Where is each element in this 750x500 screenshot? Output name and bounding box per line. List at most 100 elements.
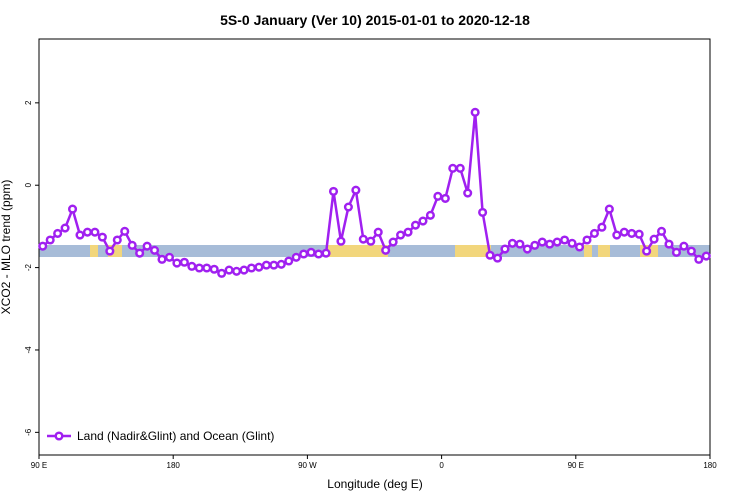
data-point xyxy=(403,227,413,237)
data-point xyxy=(634,229,644,239)
data-point xyxy=(187,261,197,271)
data-point xyxy=(492,253,503,263)
data-point xyxy=(284,256,294,266)
data-point xyxy=(589,228,599,238)
data-point xyxy=(314,249,324,259)
data-point xyxy=(38,241,48,251)
data-point xyxy=(217,268,227,278)
data-point xyxy=(485,250,495,260)
data-point xyxy=(686,246,696,256)
data-point xyxy=(701,251,711,261)
data-point xyxy=(269,260,279,270)
data-point xyxy=(448,163,458,173)
data-point xyxy=(127,240,137,250)
legend-label: Land (Nadir&Glint) and Ocean (Glint) xyxy=(77,429,274,443)
data-point xyxy=(545,239,555,249)
data-point xyxy=(150,245,160,255)
x-tick-label: 90 W xyxy=(298,461,317,470)
data-point xyxy=(209,264,219,274)
data-point xyxy=(90,227,100,237)
data-point xyxy=(343,202,353,212)
data-point xyxy=(232,266,242,276)
data-point xyxy=(455,163,465,173)
data-point xyxy=(239,265,249,275)
data-point xyxy=(321,248,331,258)
data-point xyxy=(642,246,652,256)
data-point xyxy=(373,227,383,237)
data-point xyxy=(328,186,339,196)
data-point xyxy=(537,237,547,247)
data-point xyxy=(627,228,637,238)
data-point xyxy=(656,226,667,236)
x-tick-label: 90 E xyxy=(31,461,47,470)
data-point xyxy=(522,244,532,254)
data-point xyxy=(336,236,346,246)
data-point xyxy=(664,239,674,249)
data-point xyxy=(53,228,63,238)
data-point xyxy=(120,226,130,236)
data-point xyxy=(694,254,704,264)
data-point xyxy=(478,207,488,217)
data-point xyxy=(351,185,361,195)
data-point xyxy=(112,235,122,245)
data-point xyxy=(142,241,152,251)
data-point xyxy=(671,247,682,257)
chart-title: 5S-0 January (Ver 10) 2015-01-01 to 2020… xyxy=(220,12,530,28)
y-axis-label: XCO2 - MLO trend (ppm) xyxy=(0,180,13,315)
x-axis-label: Longitude (deg E) xyxy=(327,477,422,491)
y-tick-label: 2 xyxy=(24,100,33,105)
data-point xyxy=(135,248,145,258)
data-point xyxy=(172,258,182,268)
data-point xyxy=(530,240,540,250)
data-point xyxy=(254,262,264,272)
data-point xyxy=(157,254,167,264)
data-point xyxy=(276,259,286,269)
data-point xyxy=(75,230,85,240)
y-tick-label: 0 xyxy=(24,182,33,187)
data-point xyxy=(574,242,585,252)
data-point xyxy=(97,232,107,242)
data-point xyxy=(500,244,510,254)
data-point xyxy=(261,260,271,270)
data-point xyxy=(82,227,93,237)
y-tick-label: -6 xyxy=(24,428,33,436)
data-point xyxy=(604,204,614,214)
data-point xyxy=(507,238,517,248)
data-point xyxy=(105,246,115,256)
data-point xyxy=(410,220,421,230)
data-point xyxy=(194,263,204,273)
data-point xyxy=(440,193,450,203)
data-point xyxy=(366,236,376,246)
data-point xyxy=(291,252,301,262)
data-point xyxy=(418,216,428,226)
data-point xyxy=(60,223,70,233)
data-point xyxy=(612,230,622,240)
data-point xyxy=(649,234,659,244)
data-point xyxy=(582,235,592,245)
data-point xyxy=(425,210,435,220)
data-point xyxy=(381,245,391,255)
x-tick-label: 180 xyxy=(703,461,717,470)
y-tick-label: -2 xyxy=(24,263,33,271)
data-point xyxy=(433,191,443,201)
data-point xyxy=(396,230,406,240)
data-point xyxy=(463,188,473,198)
data-point xyxy=(679,241,689,251)
data-point xyxy=(515,239,525,249)
data-point xyxy=(224,265,234,275)
data-point xyxy=(358,234,368,244)
data-point xyxy=(552,237,562,247)
data-point xyxy=(246,263,257,273)
data-point xyxy=(619,227,629,237)
data-point xyxy=(560,235,570,245)
data-point xyxy=(164,252,175,262)
x-tick-label: 0 xyxy=(439,461,444,470)
legend-marker xyxy=(54,431,64,441)
data-point xyxy=(567,238,577,248)
data-point xyxy=(179,257,189,267)
data-point xyxy=(306,247,316,257)
x-tick-label: 90 E xyxy=(568,461,584,470)
data-point xyxy=(68,204,78,214)
data-point xyxy=(388,237,398,247)
